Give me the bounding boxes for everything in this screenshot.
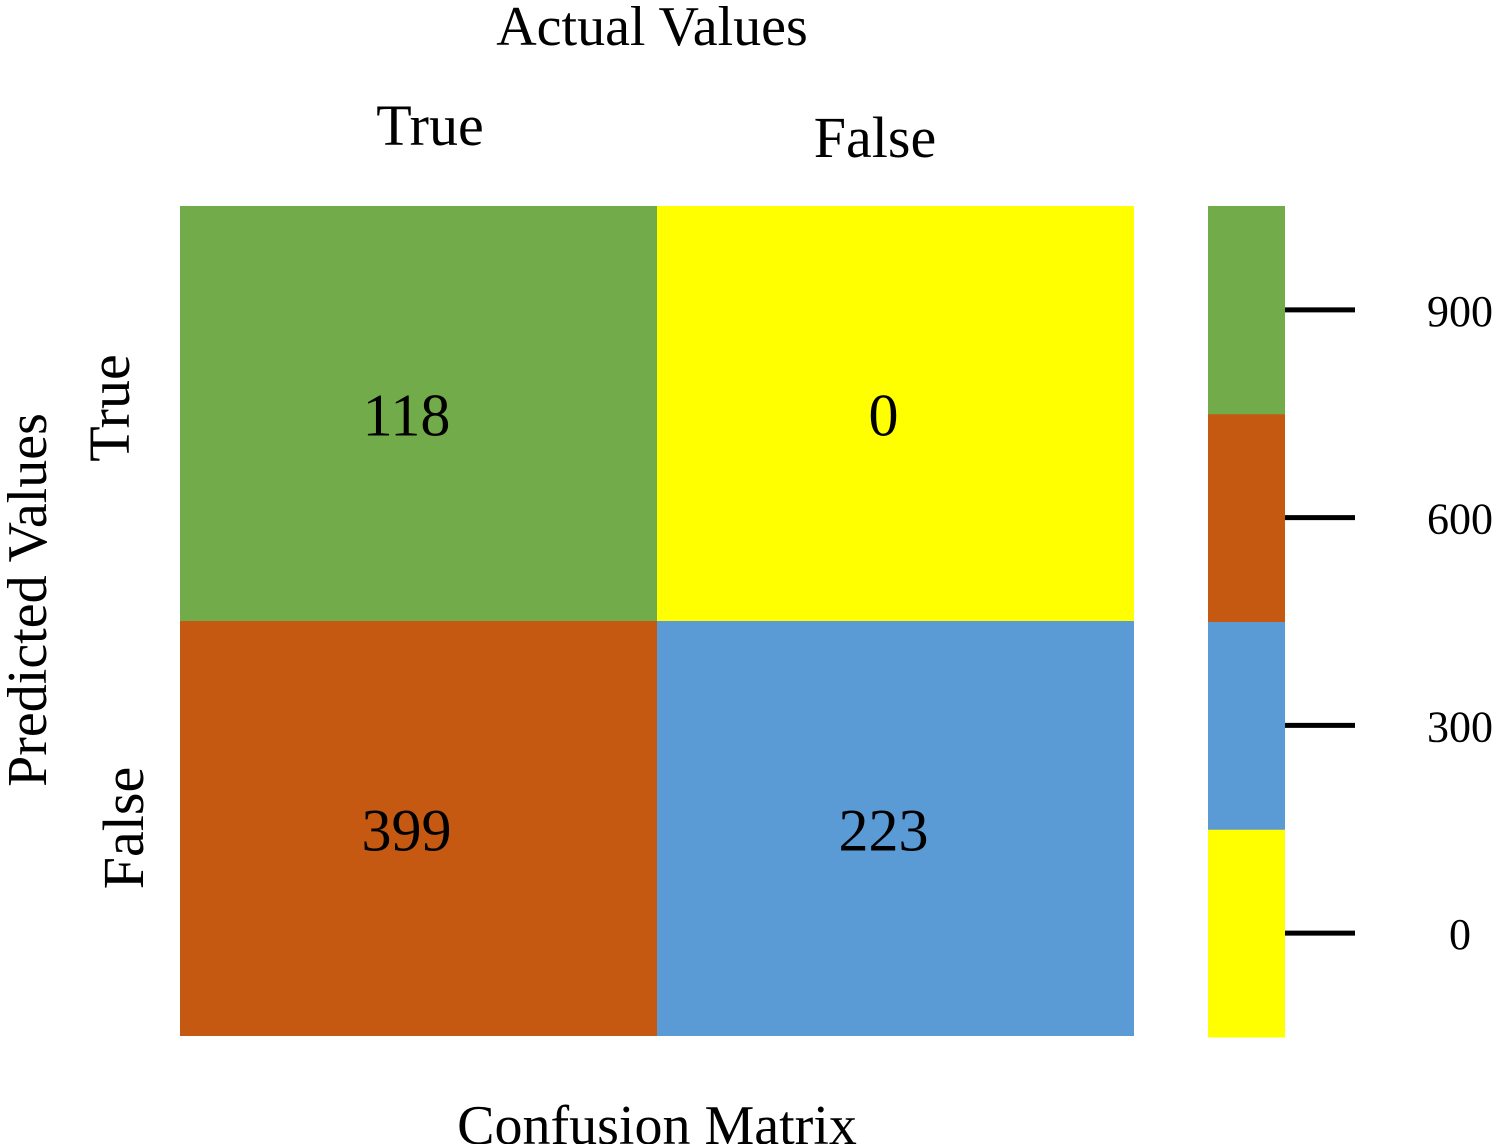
colorbar-tick-label-3: 900 (1427, 287, 1493, 336)
colorbar-band-3 (1208, 206, 1285, 415)
column-label-false: False (814, 105, 936, 170)
matrix-cell-r1-c1 (657, 621, 1134, 1036)
colorbar-tick-label-0: 0 (1449, 910, 1471, 959)
matrix-cell-value-r0-c1: 0 (869, 383, 899, 449)
matrix-cell-r0-c1 (657, 206, 1134, 621)
row-label-true: True (77, 354, 142, 461)
colorbar-band-2 (1208, 413, 1285, 622)
predicted-values-label: Predicted Values (0, 413, 59, 787)
colorbar-tick-label-2: 600 (1427, 495, 1493, 544)
colorbar-band-1 (1208, 621, 1285, 830)
chart-title: Confusion Matrix (457, 1095, 857, 1144)
column-label-true: True (376, 93, 483, 158)
colorbar-band-0 (1208, 829, 1285, 1038)
matrix-cell-r0-c0 (180, 206, 657, 621)
actual-values-label: Actual Values (496, 0, 808, 58)
matrix-cell-value-r0-c0: 118 (363, 383, 451, 449)
matrix-cell-r1-c0 (180, 621, 657, 1036)
colorbar: 0 300 600 900 (1208, 206, 1493, 1038)
matrix-cell-value-r1-c1: 223 (839, 798, 929, 864)
matrix-cell-value-r1-c0: 399 (362, 798, 452, 864)
colorbar-tick-label-1: 300 (1427, 702, 1493, 751)
row-label-false: False (91, 767, 156, 889)
matrix-grid: 118 0 399 223 (180, 206, 1134, 1036)
